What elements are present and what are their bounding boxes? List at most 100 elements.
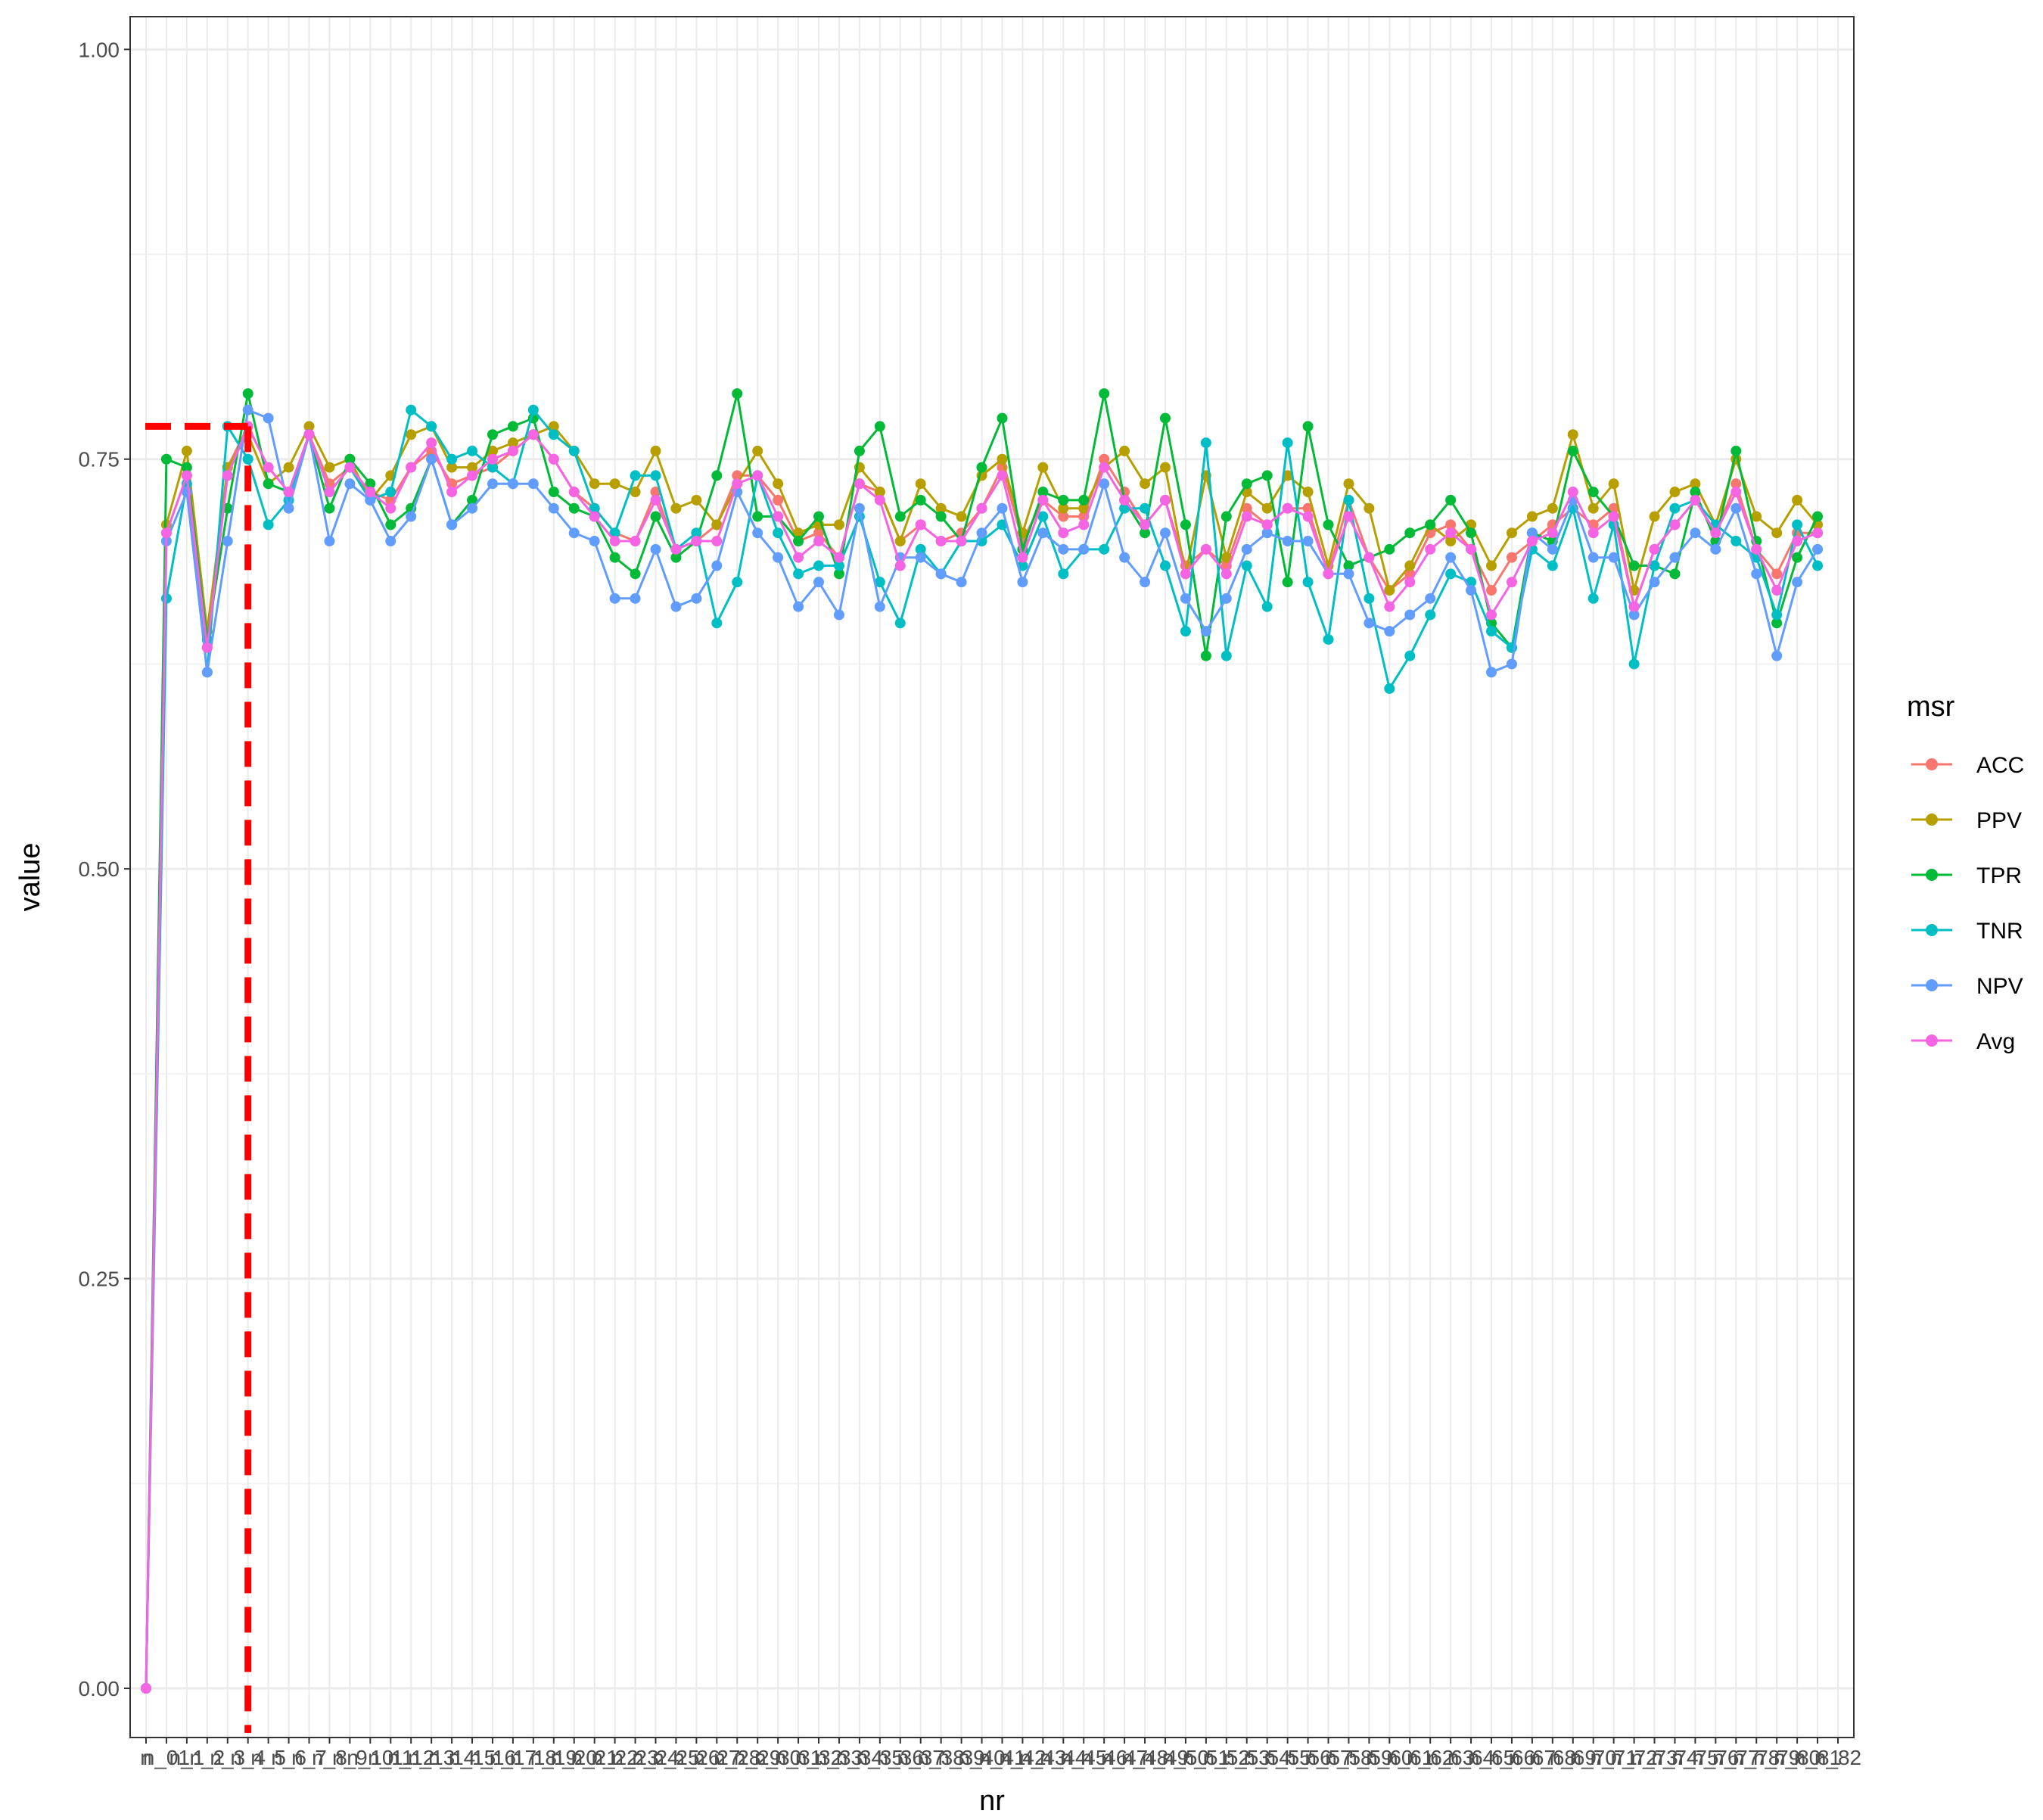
x-tick-label: n_72	[1610, 1746, 1657, 1769]
data-point-NPV	[242, 404, 253, 415]
x-tick-label: n_49	[1142, 1746, 1189, 1769]
data-point-ACC	[1445, 519, 1457, 530]
data-point-PPV	[1526, 511, 1538, 522]
data-point-TPR	[1159, 412, 1171, 424]
data-point-PPV	[1221, 552, 1232, 563]
data-point-ACC	[1771, 568, 1783, 580]
data-point-TPR	[1180, 519, 1191, 530]
legend-item-ACC: ACC	[1911, 753, 2024, 778]
data-point-Avg	[365, 487, 376, 498]
x-tick-label: n_45	[1060, 1746, 1107, 1769]
x-tick-label: n_67	[1509, 1746, 1556, 1769]
data-point-TNR	[1649, 560, 1660, 571]
data-point-NPV	[1526, 527, 1538, 539]
x-tick-label: n_73	[1631, 1746, 1678, 1769]
data-point-TPR	[1792, 552, 1803, 563]
data-point-Avg	[1099, 462, 1110, 473]
legend-key-point	[1926, 869, 1938, 881]
y-tick-label: 0.00	[79, 1677, 120, 1700]
data-point-NPV	[609, 593, 620, 604]
x-tick-label: n_66	[1488, 1746, 1535, 1769]
data-point-PPV	[894, 536, 906, 547]
data-point-PPV	[467, 462, 478, 473]
x-tick-label: n_31	[775, 1746, 822, 1769]
legend-item-Avg: Avg	[1911, 1029, 2015, 1054]
data-point-NPV	[711, 560, 723, 571]
data-point-Avg	[1404, 577, 1416, 588]
data-point-PPV	[1567, 429, 1578, 440]
data-point-PPV	[589, 478, 600, 490]
data-point-Avg	[935, 536, 947, 547]
data-point-TPR	[1282, 577, 1293, 588]
data-point-NPV	[1200, 626, 1211, 637]
data-point-TNR	[1445, 568, 1457, 580]
data-point-ACC	[1099, 453, 1110, 465]
data-point-Avg	[915, 519, 926, 530]
data-point-TNR	[446, 453, 458, 465]
plot-border	[129, 16, 1855, 1738]
data-point-Avg	[833, 552, 844, 563]
data-point-Avg	[1261, 519, 1273, 530]
data-point-NPV	[793, 601, 804, 612]
legend-key-point	[1926, 1034, 1938, 1047]
x-tick-label: n_65	[1468, 1746, 1515, 1769]
data-point-NPV	[1221, 593, 1232, 604]
x-tick-label: n_42	[999, 1746, 1046, 1769]
data-point-TNR	[1200, 437, 1211, 449]
data-point-TPR	[630, 568, 641, 580]
y-axis: 0.00 0.25 0.50 0.75 1.00	[79, 38, 130, 1700]
x-axis: nn_01n_1n_2n_3n_4n_5n_6n_7n_8n_9n_10n_11…	[140, 1738, 1861, 1769]
data-point-NPV	[222, 536, 233, 547]
data-point-TNR	[1302, 577, 1314, 588]
data-point-NPV	[1282, 536, 1293, 547]
data-point-TPR	[1323, 519, 1334, 530]
data-point-TPR	[1037, 487, 1049, 498]
x-tick-label: n_3	[210, 1746, 245, 1769]
x-tick-label: n_25	[652, 1746, 699, 1769]
data-point-PPV	[1486, 560, 1497, 571]
x-tick-label: n_22	[591, 1746, 638, 1769]
data-point-Avg	[1466, 543, 1477, 555]
data-point-PPV	[1587, 502, 1599, 514]
data-point-NPV	[1058, 543, 1069, 555]
data-point-TNR	[915, 543, 926, 555]
data-point-NPV	[650, 543, 661, 555]
data-point-TPR	[854, 445, 865, 456]
data-point-NPV	[568, 527, 580, 539]
data-point-NPV	[201, 667, 213, 678]
data-point-NPV	[1261, 527, 1273, 539]
data-point-Avg	[670, 543, 682, 555]
data-point-TNR	[1771, 609, 1783, 621]
data-point-NPV	[1099, 478, 1110, 490]
x-tick-label: n_35	[857, 1746, 903, 1769]
data-point-Avg	[385, 502, 396, 514]
y-tick-label: 0.50	[79, 857, 120, 881]
data-point-TPR	[732, 388, 743, 400]
data-point-NPV	[1404, 609, 1416, 621]
data-point-TNR	[467, 445, 478, 456]
x-tick-label: n_21	[571, 1746, 618, 1769]
data-point-TNR	[426, 421, 437, 432]
data-point-TPR	[324, 502, 335, 514]
data-point-NPV	[406, 511, 417, 522]
legend-item-TNR: TNR	[1911, 919, 2023, 944]
data-point-TPR	[181, 462, 192, 473]
data-point-PPV	[793, 527, 804, 539]
data-point-NPV	[1466, 585, 1477, 596]
data-point-TNR	[406, 404, 417, 415]
data-point-Avg	[1180, 568, 1191, 580]
data-point-PPV	[1506, 527, 1517, 539]
data-point-TPR	[1384, 543, 1395, 555]
data-point-NPV	[1628, 609, 1640, 621]
x-tick-label: n_29	[734, 1746, 781, 1769]
data-point-Avg	[1282, 502, 1293, 514]
x-tick-label: n_30	[754, 1746, 801, 1769]
data-point-PPV	[711, 519, 723, 530]
x-tick-label: n_71	[1591, 1746, 1637, 1769]
series-layer	[141, 388, 1824, 1694]
data-point-NPV	[1669, 552, 1681, 563]
x-tick-label: n_6	[271, 1746, 306, 1769]
data-point-Avg	[446, 487, 458, 498]
data-point-Avg	[141, 1683, 151, 1694]
data-point-PPV	[548, 421, 559, 432]
